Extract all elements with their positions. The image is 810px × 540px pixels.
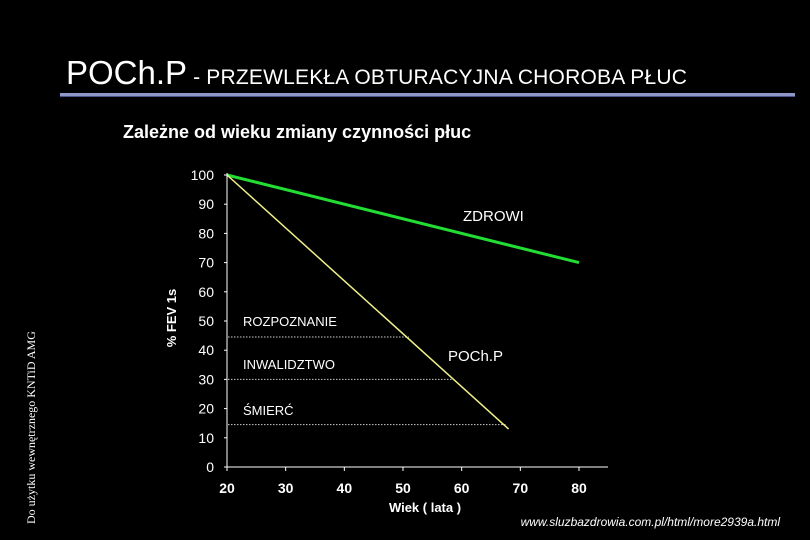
page-title: POCh.P - PRZEWLEKŁA OBTURACYJNA CHOROBA … [66,54,687,92]
series-lines [226,173,580,430]
threshold-label-disability: INWALIDZTWO [243,357,335,372]
x-tick-label: 20 [219,480,235,496]
y-tick-label: 80 [198,225,214,241]
y-tick-label: 20 [198,401,214,417]
y-tick-label: 40 [198,342,214,358]
x-ticks: 20 30 40 50 60 70 80 [219,467,587,496]
y-tick-label: 0 [206,459,214,475]
series-line [226,174,510,430]
y-ticks: 0 10 20 30 40 50 60 70 80 90 100 [191,167,227,475]
x-tick-label: 60 [454,480,470,496]
chart-subtitle: Zależne od wieku zmiany czynności płuc [123,122,472,142]
y-axis-label: % FEV 1s [164,289,179,348]
x-tick-label: 50 [395,480,411,496]
y-tick-label: 30 [198,371,214,387]
threshold-label-death: ŚMIERĆ [243,403,294,418]
y-tick-label: 70 [198,255,214,271]
series-line [226,173,580,265]
x-tick-label: 70 [513,480,529,496]
source-url: www.sluzbazdrowia.com.pl/html/more2939a.… [520,515,780,529]
title-main: POCh.P [66,54,188,91]
axes [226,173,608,468]
y-tick-label: 90 [198,196,214,212]
y-tick-label: 50 [198,313,214,329]
title-sub: - PRZEWLEKŁA OBTURACYJNA CHOROBA PŁUC [187,66,688,89]
chart-labels: % FEV 1s Wiek ( lata ) ZDROWI POCh.P ROZ… [164,208,524,515]
y-tick-label: 10 [198,430,214,446]
threshold-label-diagnosis: ROZPOZNANIE [243,314,337,329]
x-tick-label: 80 [571,480,587,496]
x-axis-label: Wiek ( lata ) [389,500,461,515]
y-tick-label: 100 [191,167,215,183]
series-label-healthy: ZDROWI [463,208,524,225]
series-label-copd: POCh.P [448,348,503,365]
x-tick-label: 40 [337,480,353,496]
title-underline [60,93,795,97]
threshold-lines [228,336,506,426]
x-tick-label: 30 [278,480,294,496]
y-tick-label: 60 [198,284,214,300]
